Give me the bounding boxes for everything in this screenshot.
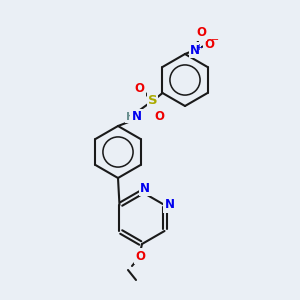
Text: O: O <box>135 250 145 262</box>
Text: O: O <box>134 82 145 94</box>
Text: +: + <box>196 44 202 52</box>
Text: N: N <box>190 44 200 56</box>
Text: N: N <box>164 199 175 212</box>
Text: O: O <box>204 38 214 50</box>
Text: O: O <box>154 110 164 122</box>
Text: O: O <box>196 26 206 40</box>
Text: N: N <box>140 182 150 194</box>
Text: N: N <box>131 110 142 124</box>
Text: −: − <box>211 35 219 45</box>
Text: S: S <box>148 94 157 107</box>
Text: H: H <box>126 112 135 122</box>
